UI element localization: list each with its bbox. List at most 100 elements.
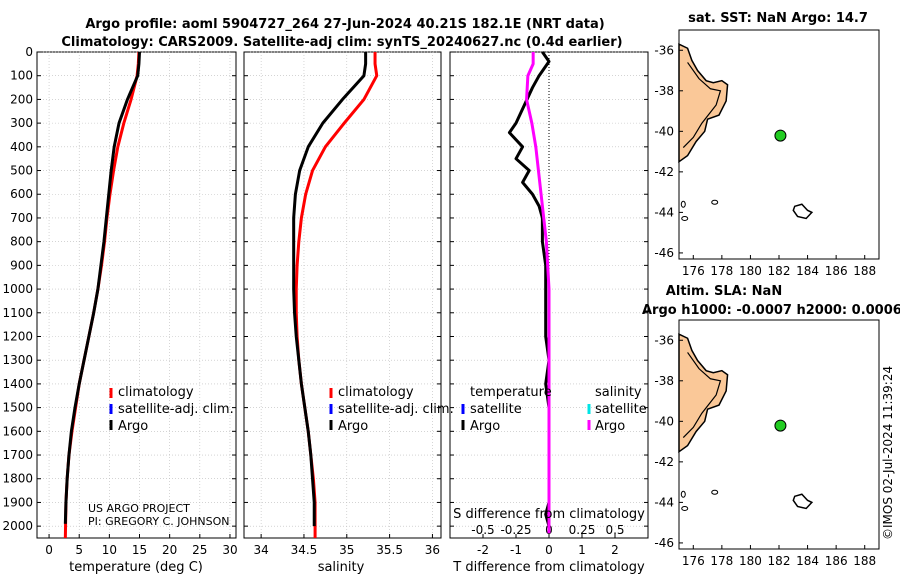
x-tick-label: 176 xyxy=(682,554,705,568)
x-tick-label: 2 xyxy=(611,543,619,557)
temperature-xlabel: temperature (deg C) xyxy=(69,560,203,575)
x-tick-label: 34 xyxy=(253,543,268,557)
sla-map-title-line2: Argo h1000: -0.0007 h2000: 0.0006 xyxy=(642,303,900,318)
legend-label-argo: Argo xyxy=(118,419,148,434)
x-tick-label: 20 xyxy=(162,543,177,557)
y-tick-label: 200 xyxy=(10,92,33,106)
difference-xlabel: T difference from climatology xyxy=(452,560,645,575)
x-tick-label: 25 xyxy=(192,543,207,557)
x-tick-label: 35 xyxy=(339,543,354,557)
y-tick-label: -46 xyxy=(654,536,674,550)
y-tick-label: 300 xyxy=(10,116,33,130)
y-tick-label: -40 xyxy=(654,124,674,138)
islet-outline xyxy=(681,505,689,511)
y-tick-label: 600 xyxy=(10,187,33,201)
y-tick-label: -42 xyxy=(654,165,674,179)
y-tick-label: 2000 xyxy=(2,519,33,533)
y-tick-label: -46 xyxy=(654,246,674,260)
x-tick-label: -1 xyxy=(510,543,522,557)
y-tick-label: -36 xyxy=(654,43,674,57)
x-tick-label: 182 xyxy=(768,554,791,568)
salinity-xlabel: salinity xyxy=(318,560,365,575)
y-tick-label: 700 xyxy=(10,211,33,225)
x-tick-label: 15 xyxy=(132,543,147,557)
difference-legend: temperature salinity satellite Argo sate… xyxy=(461,385,647,434)
y-tick-label: 1500 xyxy=(2,401,33,415)
islet-outline xyxy=(680,490,686,498)
figure-title-line1: Argo profile: aoml 5904727_264 27-Jun-20… xyxy=(85,17,604,32)
y-tick-label: 1300 xyxy=(2,353,33,367)
x-tick-label: 30 xyxy=(222,543,237,557)
land-mass xyxy=(678,43,729,164)
difference-xlabel-top: S difference from climatology xyxy=(453,507,645,522)
y-tick-label: 1200 xyxy=(2,329,33,343)
island-outline xyxy=(792,493,814,510)
axes-frame xyxy=(243,51,442,539)
y-tick-label: 1600 xyxy=(2,424,33,438)
pi-label: PI: GREGORY C. JOHNSON xyxy=(88,515,229,528)
legend-title-temperature: temperature xyxy=(470,385,552,400)
x-tick-label: 180 xyxy=(739,264,762,278)
islet-outline xyxy=(681,215,689,221)
project-label: US ARGO PROJECT xyxy=(88,502,190,515)
x-tick-label: 188 xyxy=(853,554,876,568)
y-tick-label: 1800 xyxy=(2,472,33,486)
x-tick-label: 5 xyxy=(75,543,83,557)
x-tick-label: 36 xyxy=(425,543,440,557)
x-tick-label: 0 xyxy=(545,543,553,557)
sla-map-title-line1: Altim. SLA: NaN xyxy=(666,284,782,299)
x-top-tick-label: -0.25 xyxy=(500,523,531,537)
x-top-tick-label: 0.25 xyxy=(569,523,596,537)
float-position-marker xyxy=(774,419,787,432)
sst-map-title: sat. SST: NaN Argo: 14.7 xyxy=(688,11,868,26)
coastline-contour xyxy=(682,62,722,148)
legend-title-salinity: salinity xyxy=(595,385,642,400)
y-tick-label: -42 xyxy=(654,455,674,469)
y-tick-label: 100 xyxy=(10,69,33,83)
x-tick-label: 186 xyxy=(825,554,848,568)
legend-label-satellite: satellite-adj. clim. xyxy=(118,402,234,417)
legend-label-s-argo: Argo xyxy=(595,419,625,434)
sst-map-panel: -36 -38 -40 -42 -44 -46 176 178 180 182 184 186 188 xyxy=(654,29,880,278)
x-tick-label: 0 xyxy=(45,543,53,557)
legend-label-climatology: climatology xyxy=(338,385,414,400)
y-tick-label: 400 xyxy=(10,140,33,154)
sla-map-panel: -36 -38 -40 -42 -44 -46 176 178 180 182 184 186 188 xyxy=(654,319,880,568)
y-tick-label: 1100 xyxy=(2,306,33,320)
x-tick-label: 35.5 xyxy=(376,543,403,557)
float-position-marker xyxy=(774,129,787,142)
x-tick-label: 188 xyxy=(853,264,876,278)
x-tick-label: 1 xyxy=(578,543,586,557)
x-tick-label: -2 xyxy=(477,543,489,557)
series-line-argo xyxy=(292,52,368,527)
y-tick-label: -36 xyxy=(654,333,674,347)
y-tick-label: -44 xyxy=(654,495,674,509)
difference-panel: -2 -1 0 1 2-0.5 -0.25 0 0.25 0.5 xyxy=(449,51,649,557)
y-tick-label: -40 xyxy=(654,414,674,428)
series-line-s-diff xyxy=(525,52,551,534)
x-tick-label: 10 xyxy=(102,543,117,557)
legend-label-s-satellite: satellite xyxy=(595,402,647,417)
x-tick-label: 178 xyxy=(710,264,733,278)
y-tick-label: 1700 xyxy=(2,448,33,462)
y-tick-label: 800 xyxy=(10,235,33,249)
x-top-tick-label: -0.5 xyxy=(471,523,494,537)
island-outline xyxy=(792,203,814,220)
islet-outline xyxy=(680,200,686,208)
y-tick-label: 1900 xyxy=(2,495,33,509)
map-frame xyxy=(678,29,880,260)
x-tick-label: 180 xyxy=(739,554,762,568)
coastline-contour xyxy=(682,352,722,438)
salinity-panel: 34 34.5 35 35.5 36 xyxy=(243,51,442,557)
y-tick-label: -44 xyxy=(654,205,674,219)
x-tick-label: 178 xyxy=(710,554,733,568)
islet-outline xyxy=(711,489,719,495)
x-top-tick-label: 0.5 xyxy=(605,523,624,537)
legend-label-t-argo: Argo xyxy=(470,419,500,434)
legend-label-satellite: satellite-adj. clim. xyxy=(338,402,454,417)
series-line-argo xyxy=(63,51,142,524)
x-tick-label: 184 xyxy=(796,554,819,568)
temperature-legend: climatology satellite-adj. clim. Argo xyxy=(109,385,234,434)
islet-outline xyxy=(711,199,719,205)
